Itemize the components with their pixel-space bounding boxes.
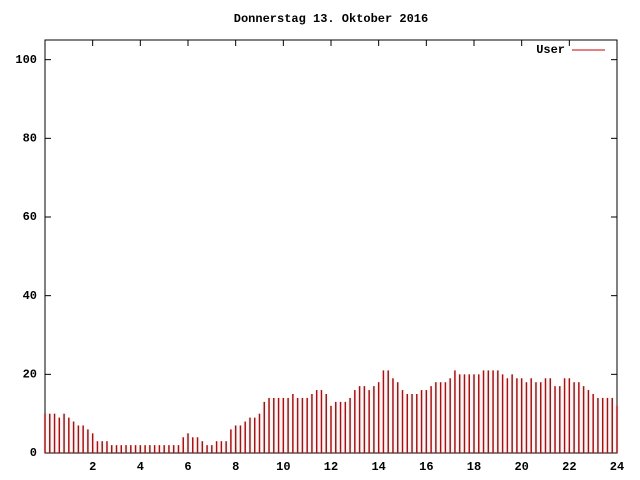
x-tick-label: 18 bbox=[467, 460, 481, 474]
x-tick-label: 12 bbox=[324, 460, 338, 474]
y-tick-label: 80 bbox=[23, 132, 37, 146]
x-tick-label: 16 bbox=[419, 460, 433, 474]
x-tick-label: 8 bbox=[232, 460, 239, 474]
y-tick-label: 0 bbox=[30, 446, 37, 460]
x-tick-label: 4 bbox=[137, 460, 144, 474]
y-tick-label: 100 bbox=[15, 53, 37, 67]
x-tick-label: 20 bbox=[514, 460, 528, 474]
x-tick-label: 22 bbox=[562, 460, 576, 474]
x-tick-label: 10 bbox=[276, 460, 290, 474]
legend-label: User bbox=[536, 43, 565, 57]
y-tick-label: 60 bbox=[23, 210, 37, 224]
x-tick-label: 24 bbox=[610, 460, 624, 474]
y-tick-label: 20 bbox=[23, 368, 37, 382]
y-tick-label: 40 bbox=[23, 289, 37, 303]
x-tick-label: 14 bbox=[371, 460, 385, 474]
x-tick-label: 2 bbox=[89, 460, 96, 474]
chart-title: Donnerstag 13. Oktober 2016 bbox=[234, 12, 428, 26]
x-tick-label: 6 bbox=[184, 460, 191, 474]
